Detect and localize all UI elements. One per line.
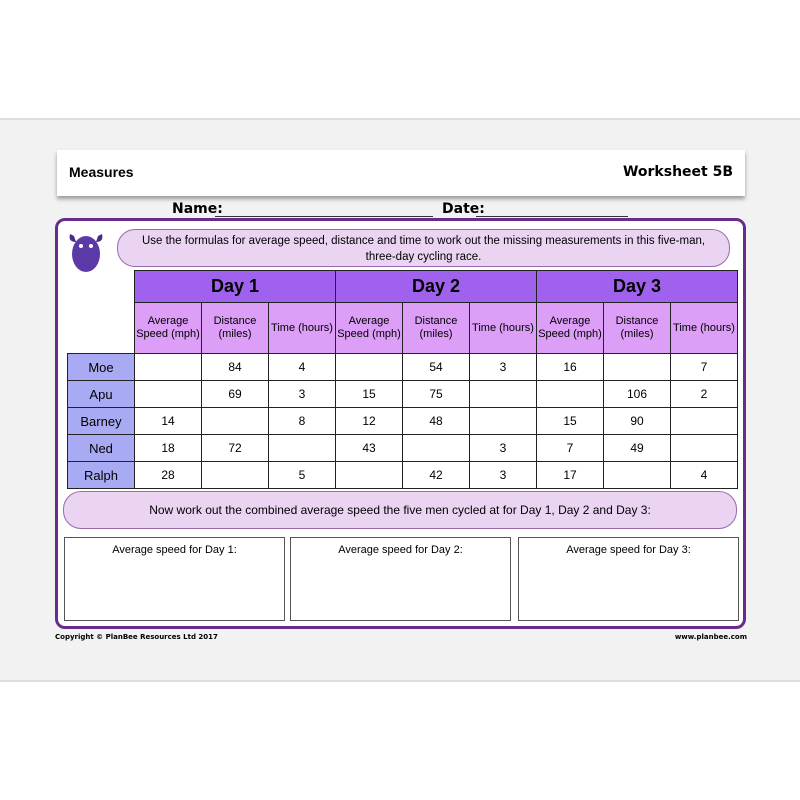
blank-answer-cell[interactable] bbox=[603, 461, 671, 489]
column-subheader: Distance (miles) bbox=[603, 302, 671, 354]
blank-answer-cell[interactable] bbox=[469, 380, 537, 408]
date-field[interactable] bbox=[476, 216, 628, 217]
blank-answer-cell[interactable] bbox=[670, 434, 738, 462]
table-cell: 84 bbox=[201, 353, 269, 381]
table-row: Ned 18 72 43 3 7 49 bbox=[67, 434, 738, 462]
table-cell: 106 bbox=[603, 380, 671, 408]
answer-box-day3[interactable]: Average speed for Day 3: bbox=[518, 537, 739, 621]
rider-name: Ned bbox=[67, 434, 135, 462]
monster-mascot-icon bbox=[69, 234, 103, 272]
blank-answer-cell[interactable] bbox=[402, 434, 470, 462]
blank-answer-cell[interactable] bbox=[670, 407, 738, 435]
table-cell: 54 bbox=[402, 353, 470, 381]
table-cell: 3 bbox=[469, 461, 537, 489]
table-cell: 48 bbox=[402, 407, 470, 435]
table-cell: 3 bbox=[268, 380, 336, 408]
instructions-bubble: Use the formulas for average speed, dist… bbox=[117, 229, 730, 267]
column-subheader: Distance (miles) bbox=[201, 302, 269, 354]
name-label: Name: bbox=[172, 201, 223, 217]
day-header: Day 2 bbox=[335, 270, 537, 303]
table-row: Ralph 28 5 42 3 17 4 bbox=[67, 461, 738, 489]
column-subheader: Distance (miles) bbox=[402, 302, 470, 354]
day-header: Day 3 bbox=[536, 270, 738, 303]
race-table: Day 1 Day 2 Day 3 Average Speed (mph) Dis… bbox=[67, 270, 738, 489]
table-cell: 72 bbox=[201, 434, 269, 462]
blank-answer-cell[interactable] bbox=[201, 461, 269, 489]
column-subheader: Time (hours) bbox=[670, 302, 738, 354]
blank-answer-cell[interactable] bbox=[134, 353, 202, 381]
rider-name: Apu bbox=[67, 380, 135, 408]
table-cell: 7 bbox=[536, 434, 604, 462]
copyright: Copyright © PlanBee Resources Ltd 2017 bbox=[55, 633, 218, 641]
column-subheader: Average Speed (mph) bbox=[335, 302, 403, 354]
day-header: Day 1 bbox=[134, 270, 336, 303]
table-cell: 14 bbox=[134, 407, 202, 435]
table-cell: 8 bbox=[268, 407, 336, 435]
column-subheader: Average Speed (mph) bbox=[134, 302, 202, 354]
table-cell: 42 bbox=[402, 461, 470, 489]
table-cell: 7 bbox=[670, 353, 738, 381]
table-cell: 4 bbox=[268, 353, 336, 381]
table-cell: 75 bbox=[402, 380, 470, 408]
answer-box-day2[interactable]: Average speed for Day 2: bbox=[290, 537, 511, 621]
table-cell: 4 bbox=[670, 461, 738, 489]
column-subheader: Time (hours) bbox=[268, 302, 336, 354]
website-link[interactable]: www.planbee.com bbox=[674, 633, 747, 641]
rider-name: Ralph bbox=[67, 461, 135, 489]
name-field[interactable] bbox=[215, 216, 433, 217]
table-cell: 49 bbox=[603, 434, 671, 462]
table-cell: 15 bbox=[536, 407, 604, 435]
table-cell: 43 bbox=[335, 434, 403, 462]
worksheet-header: Measures Worksheet 5B bbox=[57, 150, 745, 196]
blank-answer-cell[interactable] bbox=[335, 461, 403, 489]
combined-prompt-bubble: Now work out the combined average speed … bbox=[63, 491, 737, 529]
blank-answer-cell[interactable] bbox=[536, 380, 604, 408]
rider-name: Barney bbox=[67, 407, 135, 435]
table-cell: 28 bbox=[134, 461, 202, 489]
table-cell: 17 bbox=[536, 461, 604, 489]
blank-answer-cell[interactable] bbox=[268, 434, 336, 462]
blank-answer-cell[interactable] bbox=[335, 353, 403, 381]
subject-title: Measures bbox=[69, 164, 134, 180]
blank-answer-cell[interactable] bbox=[603, 353, 671, 381]
table-cell: 18 bbox=[134, 434, 202, 462]
blank-answer-cell[interactable] bbox=[134, 380, 202, 408]
table-cell: 12 bbox=[335, 407, 403, 435]
blank-answer-cell[interactable] bbox=[201, 407, 269, 435]
table-row: Moe 84 4 54 3 16 7 bbox=[67, 353, 738, 381]
table-cell: 5 bbox=[268, 461, 336, 489]
table-cell: 3 bbox=[469, 434, 537, 462]
table-cell: 16 bbox=[536, 353, 604, 381]
table-row: Apu 69 3 15 75 106 2 bbox=[67, 380, 738, 408]
blank-answer-cell[interactable] bbox=[469, 407, 537, 435]
table-cell: 3 bbox=[469, 353, 537, 381]
column-subheader: Time (hours) bbox=[469, 302, 537, 354]
worksheet-number: Worksheet 5B bbox=[622, 164, 733, 180]
column-subheader: Average Speed (mph) bbox=[536, 302, 604, 354]
table-row: Barney 14 8 12 48 15 90 bbox=[67, 407, 738, 435]
date-label: Date: bbox=[442, 201, 485, 217]
answer-box-day1[interactable]: Average speed for Day 1: bbox=[64, 537, 285, 621]
table-cell: 90 bbox=[603, 407, 671, 435]
table-cell: 15 bbox=[335, 380, 403, 408]
rider-name: Moe bbox=[67, 353, 135, 381]
table-cell: 69 bbox=[201, 380, 269, 408]
table-cell: 2 bbox=[670, 380, 738, 408]
